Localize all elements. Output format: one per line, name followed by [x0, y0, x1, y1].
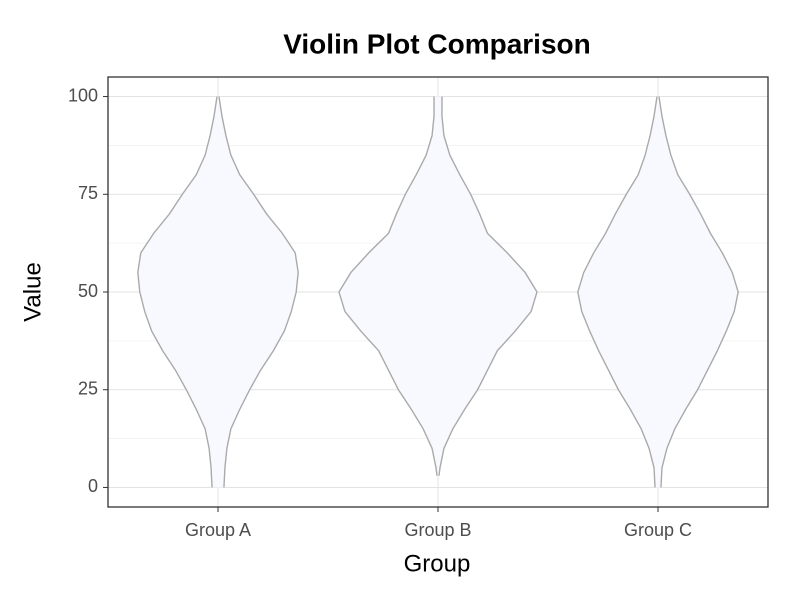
y-tick-label: 25	[78, 378, 98, 398]
violin-half	[339, 96, 438, 476]
y-tick-label: 100	[68, 85, 98, 105]
violin-half	[218, 96, 299, 488]
y-axis-label: Value	[19, 262, 46, 322]
violin	[658, 96, 739, 488]
plot-border	[107, 76, 769, 508]
violin-half	[137, 96, 218, 488]
y-tick-label: 75	[78, 183, 98, 203]
violin	[218, 96, 299, 488]
violin	[338, 96, 438, 476]
violin	[438, 96, 538, 476]
violin-half	[658, 96, 739, 488]
y-tick-label: 50	[78, 281, 98, 301]
violin	[577, 96, 658, 488]
chart-title: Violin Plot Comparison	[283, 28, 591, 59]
x-tick-label: Group B	[404, 520, 471, 540]
violin	[137, 96, 218, 488]
x-axis-label: Group	[404, 550, 471, 577]
violin-half	[438, 96, 537, 476]
violin-half	[577, 96, 658, 488]
x-tick-label: Group A	[185, 520, 251, 540]
x-tick-label: Group C	[624, 520, 692, 540]
y-tick-label: 0	[88, 476, 98, 496]
